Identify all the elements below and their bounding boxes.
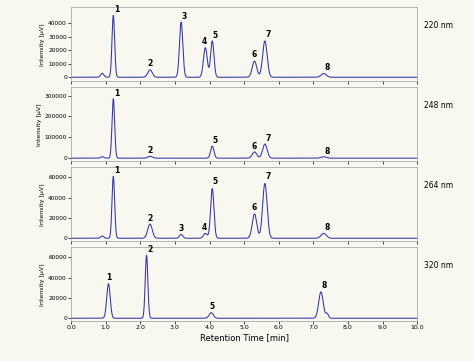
Text: 1: 1 bbox=[106, 273, 111, 282]
Text: 5: 5 bbox=[213, 31, 218, 40]
Text: 5: 5 bbox=[210, 302, 215, 311]
Text: 4: 4 bbox=[202, 223, 207, 232]
Text: 7: 7 bbox=[265, 173, 271, 182]
Text: 2: 2 bbox=[147, 60, 153, 69]
Text: 5: 5 bbox=[213, 178, 218, 187]
Text: 8: 8 bbox=[322, 281, 327, 290]
Text: 8: 8 bbox=[324, 147, 330, 156]
Y-axis label: Intensity [μV]: Intensity [μV] bbox=[36, 103, 42, 145]
Text: 7: 7 bbox=[265, 30, 271, 39]
Text: 8: 8 bbox=[324, 63, 330, 72]
Text: 220 nm: 220 nm bbox=[424, 21, 453, 30]
Text: 5: 5 bbox=[213, 136, 218, 145]
X-axis label: Retention Time [min]: Retention Time [min] bbox=[200, 333, 289, 342]
Text: 320 nm: 320 nm bbox=[424, 261, 453, 270]
Text: 2: 2 bbox=[147, 213, 153, 222]
Text: 6: 6 bbox=[252, 50, 257, 59]
Text: 7: 7 bbox=[265, 134, 271, 143]
Text: 2: 2 bbox=[147, 245, 153, 254]
Text: 1: 1 bbox=[114, 5, 119, 14]
Text: 3: 3 bbox=[178, 224, 183, 233]
Text: 4: 4 bbox=[202, 37, 207, 46]
Text: 6: 6 bbox=[252, 203, 257, 212]
Y-axis label: Intensity [μV]: Intensity [μV] bbox=[40, 263, 46, 305]
Y-axis label: Intensity [μV]: Intensity [μV] bbox=[40, 183, 46, 226]
Y-axis label: Intensity [μV]: Intensity [μV] bbox=[40, 23, 46, 66]
Text: 264 nm: 264 nm bbox=[424, 181, 453, 190]
Text: 2: 2 bbox=[147, 145, 153, 155]
Text: 6: 6 bbox=[252, 142, 257, 151]
Text: 248 nm: 248 nm bbox=[424, 101, 453, 110]
Text: 1: 1 bbox=[114, 89, 119, 98]
Text: 8: 8 bbox=[324, 223, 330, 232]
Text: 3: 3 bbox=[182, 12, 187, 21]
Text: 1: 1 bbox=[114, 166, 119, 175]
